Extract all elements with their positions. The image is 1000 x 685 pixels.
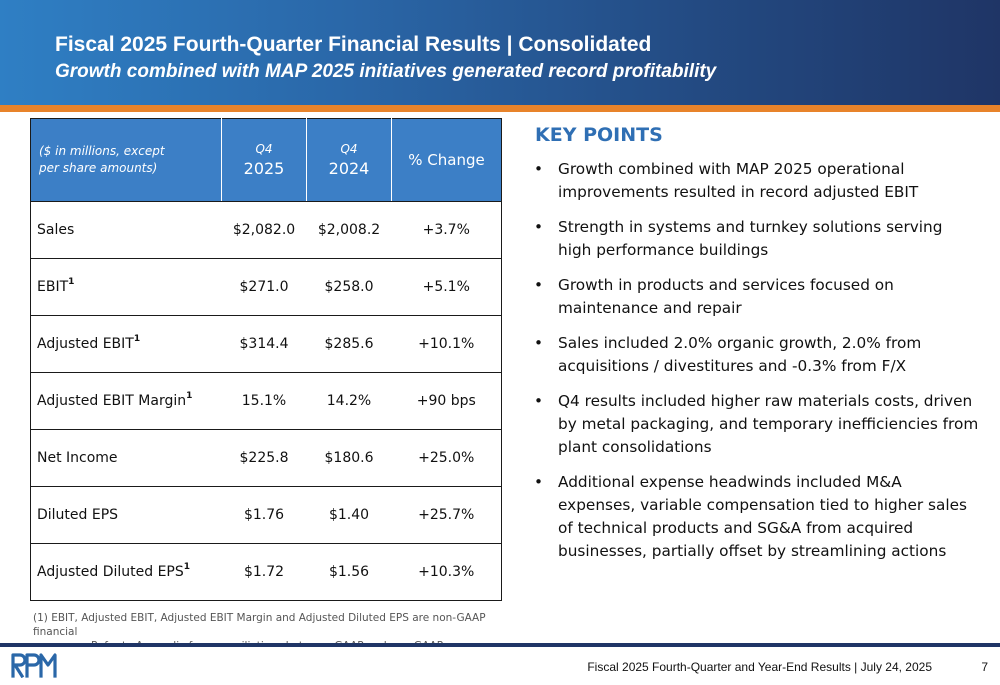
q4-2025-value: $2,082.0 <box>221 201 307 259</box>
row-label-text: EBIT <box>37 279 69 295</box>
row-label: Adjusted EBIT1 <box>30 315 222 373</box>
row-label-text: Adjusted Diluted EPS <box>37 564 184 580</box>
page-number: 7 <box>981 660 988 674</box>
pct-change-value: +90 bps <box>391 372 502 430</box>
table-header-label: ($ in millions, except per share amounts… <box>30 118 222 202</box>
footnote-line1: (1) EBIT, Adjusted EBIT, Adjusted EBIT M… <box>33 612 486 638</box>
financial-results-table: ($ in millions, except per share amounts… <box>30 118 502 601</box>
table-row: Adjusted EBIT1 $314.4 $285.6 +10.1% <box>30 315 502 373</box>
row-label-text: Adjusted EBIT <box>37 336 134 352</box>
key-points-title: KEY POINTS <box>535 124 663 146</box>
table-header-q4-2025: Q4 2025 <box>221 118 307 202</box>
q4-2024-value: $180.6 <box>306 429 392 487</box>
q4-2024-quarter: Q4 <box>340 142 358 156</box>
q4-2025-value: $1.76 <box>221 486 307 544</box>
q4-2025-value: $225.8 <box>221 429 307 487</box>
footer: Fiscal 2025 Fourth-Quarter and Year-End … <box>0 647 1000 685</box>
q4-2024-value: $258.0 <box>306 258 392 316</box>
pct-change-value: +25.7% <box>391 486 502 544</box>
table-row: Sales $2,082.0 $2,008.2 +3.7% <box>30 201 502 259</box>
pct-change-value: +5.1% <box>391 258 502 316</box>
q4-2024-value: $2,008.2 <box>306 201 392 259</box>
pct-change-value: +10.3% <box>391 543 502 601</box>
table-row: EBIT1 $271.0 $258.0 +5.1% <box>30 258 502 316</box>
rpm-logo-icon <box>11 653 57 678</box>
row-label: Sales <box>30 201 222 259</box>
row-label-text: Diluted EPS <box>37 507 119 523</box>
footnote-marker: 1 <box>68 277 75 287</box>
row-label-text: Sales <box>37 222 75 238</box>
table-row: Adjusted EBIT Margin1 15.1% 14.2% +90 bps <box>30 372 502 430</box>
q4-2024-year: 2024 <box>328 159 370 178</box>
q4-2024-value: $1.40 <box>306 486 392 544</box>
pct-change-value: +10.1% <box>391 315 502 373</box>
q4-2025-quarter: Q4 <box>255 142 273 156</box>
footer-rule <box>0 643 1000 647</box>
q4-2025-value: $314.4 <box>221 315 307 373</box>
key-point-item: Q4 results included higher raw materials… <box>530 390 980 459</box>
table-header-label-line2: per share amounts) <box>39 161 158 175</box>
header-accent-rule <box>0 105 1000 112</box>
key-point-item: Growth combined with MAP 2025 operationa… <box>530 158 980 204</box>
footer-text: Fiscal 2025 Fourth-Quarter and Year-End … <box>587 660 932 674</box>
footnote-marker: 1 <box>183 562 191 572</box>
row-label-text: Adjusted EBIT Margin <box>37 393 187 409</box>
q4-2024-value: $285.6 <box>306 315 392 373</box>
row-label: EBIT1 <box>30 258 222 316</box>
q4-2025-year: 2025 <box>243 159 285 178</box>
table-header-pct-change: % Change <box>391 118 502 202</box>
table-header-label-line1: ($ in millions, except <box>39 144 165 158</box>
q4-2025-value: $271.0 <box>221 258 307 316</box>
table-header-row: ($ in millions, except per share amounts… <box>30 118 502 202</box>
table-header-q4-2024: Q4 2024 <box>306 118 392 202</box>
key-point-item: Additional expense headwinds included M&… <box>530 471 980 563</box>
row-label: Adjusted EBIT Margin1 <box>30 372 222 430</box>
key-points-list: Growth combined with MAP 2025 operationa… <box>530 158 980 575</box>
row-label: Diluted EPS <box>30 486 222 544</box>
table-row: Diluted EPS $1.76 $1.40 +25.7% <box>30 486 502 544</box>
pct-change-value: +25.0% <box>391 429 502 487</box>
q4-2025-value: $1.72 <box>221 543 307 601</box>
header-banner: Fiscal 2025 Fourth-Quarter Financial Res… <box>0 0 1000 105</box>
key-point-item: Strength in systems and turnkey solution… <box>530 216 980 262</box>
slide-subtitle: Growth combined with MAP 2025 initiative… <box>55 61 717 82</box>
q4-2025-value: 15.1% <box>221 372 307 430</box>
key-point-item: Sales included 2.0% organic growth, 2.0%… <box>530 332 980 378</box>
key-point-item: Growth in products and services focused … <box>530 274 980 320</box>
table-row: Adjusted Diluted EPS1 $1.72 $1.56 +10.3% <box>30 543 502 601</box>
footnote-marker: 1 <box>133 334 141 344</box>
row-label: Adjusted Diluted EPS1 <box>30 543 222 601</box>
q4-2024-value: $1.56 <box>306 543 392 601</box>
footnote-marker: 1 <box>186 391 193 401</box>
row-label: Net Income <box>30 429 222 487</box>
row-label-text: Net Income <box>37 450 118 466</box>
table-row: Net Income $225.8 $180.6 +25.0% <box>30 429 502 487</box>
slide-title: Fiscal 2025 Fourth-Quarter Financial Res… <box>55 33 652 56</box>
q4-2024-value: 14.2% <box>306 372 392 430</box>
pct-change-value: +3.7% <box>391 201 502 259</box>
